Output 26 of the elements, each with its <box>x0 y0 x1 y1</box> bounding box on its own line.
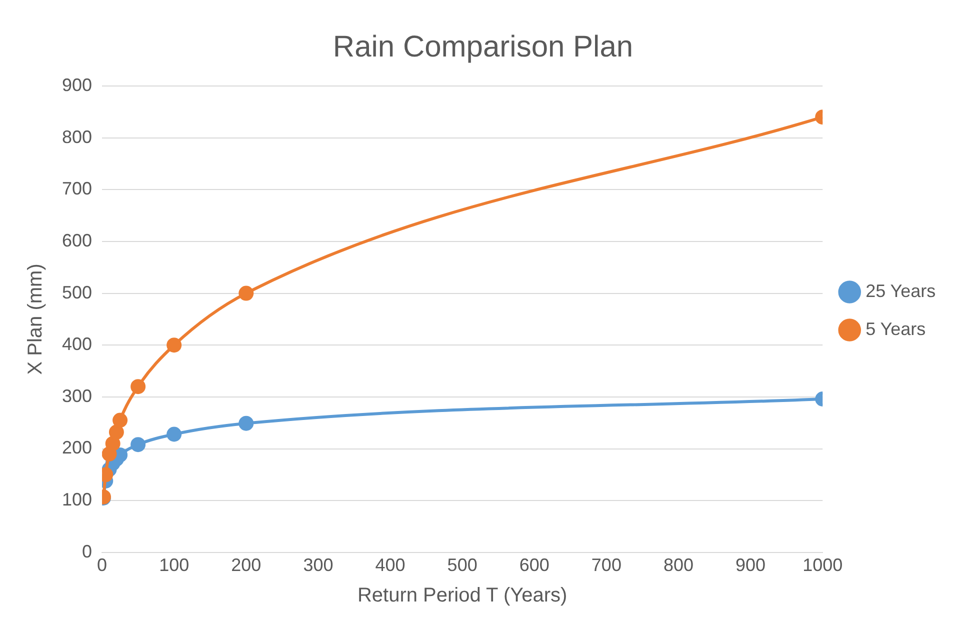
x-tick-label: 700 <box>591 555 622 576</box>
y-tick-label: 300 <box>62 386 92 406</box>
y-tick-label: 800 <box>62 126 92 147</box>
x-tick-label: 0 <box>97 555 108 576</box>
y-tick-label: 400 <box>62 334 92 354</box>
y-tick-label: 600 <box>62 230 92 250</box>
x-tick-label: 600 <box>519 555 550 576</box>
y-tick-label: 100 <box>62 490 92 510</box>
y-axis-title: X Plan (mm) <box>24 264 47 375</box>
y-tick-label: 900 <box>62 74 92 95</box>
x-tick-label: 800 <box>663 555 694 576</box>
x-tick-label: 300 <box>303 555 334 576</box>
legend-label: 25 Years <box>866 280 936 301</box>
legend-label: 5 Years <box>866 318 926 339</box>
y-tick-label: 0 <box>82 541 92 562</box>
x-tick-label: 100 <box>159 555 190 576</box>
x-axis-title: Return Period T (Years) <box>357 584 568 607</box>
y-tick-label: 700 <box>62 178 92 199</box>
x-tick-label: 400 <box>375 555 406 576</box>
x-tick-label: 900 <box>736 555 766 576</box>
x-tick-label: 200 <box>231 555 262 576</box>
y-tick-label: 200 <box>62 438 92 458</box>
y-tick-label: 500 <box>62 282 92 302</box>
chart-title: Rain Comparison Plan <box>332 30 634 64</box>
x-tick-label: 1000 <box>802 555 843 576</box>
x-tick-label: 500 <box>447 555 478 576</box>
